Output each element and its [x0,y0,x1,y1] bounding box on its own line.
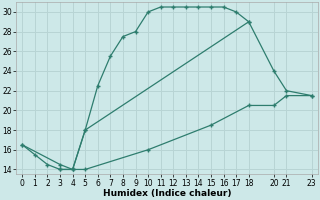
X-axis label: Humidex (Indice chaleur): Humidex (Indice chaleur) [103,189,231,198]
